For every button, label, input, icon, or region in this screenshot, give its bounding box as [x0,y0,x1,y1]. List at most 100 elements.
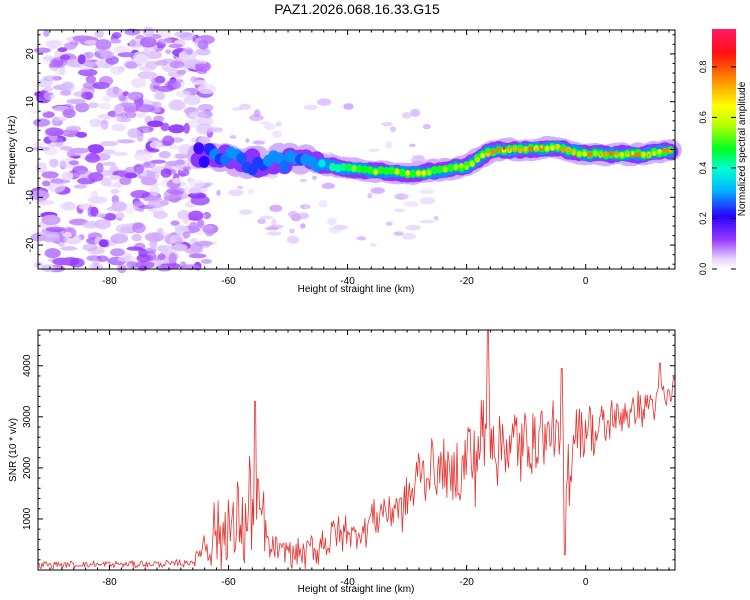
noise-blob [175,159,185,166]
noise-blob [44,248,61,259]
x-tick-label: -40 [340,276,355,287]
noise-blob [149,141,163,149]
noise-blob [66,125,82,132]
noise-blob [43,86,54,92]
noise-blob [96,213,106,218]
noise-blob [393,231,404,236]
noise-blob [142,104,152,110]
noise-blob [66,98,86,105]
ridge-cell [560,147,566,153]
ridge-cell [550,145,555,151]
noise-blob [45,40,63,48]
noise-blob [94,219,111,230]
colorbar-tick-label: 0.2 [698,212,708,225]
ridge-cell [193,142,205,155]
noise-blob [124,172,138,179]
noise-blob [343,103,354,110]
ridge-cell [626,151,629,156]
noise-blob [267,231,282,236]
noise-blob [304,203,309,210]
noise-blob [168,253,177,265]
noise-blob [130,190,150,199]
colorbar-label: Normalized spectral amplitude [737,81,748,216]
noise-blob [119,176,132,185]
noise-blob [169,234,186,245]
noise-blob [238,103,251,110]
noise-blob [139,36,157,48]
noise-blob [111,32,122,39]
x-tick-label: -80 [102,276,117,287]
noise-blob [252,140,266,145]
ridge-cell [409,169,417,178]
y-tick-label: 4000 [22,354,33,377]
noise-blob [119,102,136,108]
spectrogram-y-ticks: -20 -10 0 10 20 [25,34,675,265]
snr-y-label: SNR (10 * v/v) [8,418,19,482]
noise-blob [289,228,295,234]
noise-blob [182,47,194,55]
ridge-cell [398,168,406,177]
noise-blob [145,254,153,262]
ridge-cell [587,152,593,158]
noise-blob [239,209,253,215]
noise-blob [131,233,142,242]
noise-blob [303,104,318,111]
spectrogram-panel: -80 -60 -40 -20 0 -20 -10 0 10 20 Height of stra… [7,26,682,295]
noise-blob [156,264,173,272]
snr-x-label: Height of straight line (km) [298,584,415,595]
x-tick-label: 0 [583,276,589,287]
ridge-cell [416,170,421,176]
noise-blob [117,52,135,58]
noise-blob [197,111,214,118]
colorbar-ticks: 0.0 0.2 0.4 0.6 0.8 [698,61,736,275]
ridge-cell [576,151,582,157]
noise-blob [87,144,104,154]
ridge-cell [513,148,517,153]
snr-plot-area [38,330,675,570]
noise-blob [47,181,66,193]
noise-blob [149,81,161,93]
colorbar-tick-label: 0.6 [698,111,708,124]
noise-blob [106,86,123,98]
ridge-cell [355,164,364,173]
noise-blob [155,244,174,252]
snr-frame [37,329,676,571]
noise-blob [31,146,51,152]
ridge-cell [366,166,374,175]
noise-blob [356,236,367,241]
noise-blob [100,50,114,59]
noise-blob [248,189,254,195]
noise-blob [125,111,137,119]
noise-blob [401,233,416,240]
snr-y-ticks: 1000 2000 3000 4000 [22,334,675,561]
ridge-cell [604,153,608,157]
ridge-cell [517,148,523,154]
noise-blob [129,39,137,47]
noise-blob [168,43,183,49]
noise-blob [134,151,153,162]
noise-blob [170,220,180,226]
noise-blob [179,32,197,41]
y-tick-label: -10 [25,190,36,205]
noise-blob [125,61,138,69]
noise-blob [114,104,125,115]
ridge-cell [436,165,444,174]
noise-blob [100,140,119,147]
snr-line [37,329,675,570]
ridge-cell [572,150,576,155]
noise-blob [367,192,373,199]
noise-blob [249,114,264,122]
noise-blob [58,242,65,247]
noise-blob [197,219,205,228]
noise-blob [61,82,73,90]
noise-blob [154,60,168,66]
noise-blob [114,111,122,122]
noise-blob [162,135,175,146]
ridge-cell [279,160,290,173]
noise-blob [142,127,150,133]
colorbar: 0.0 0.2 0.4 0.6 0.8 Normalized spectral ampl… [698,29,748,275]
colorbar-tick-label: 0.8 [698,61,708,74]
noise-blob [92,256,100,267]
ridge-cell [459,163,464,169]
x-tick-label: -20 [459,276,474,287]
